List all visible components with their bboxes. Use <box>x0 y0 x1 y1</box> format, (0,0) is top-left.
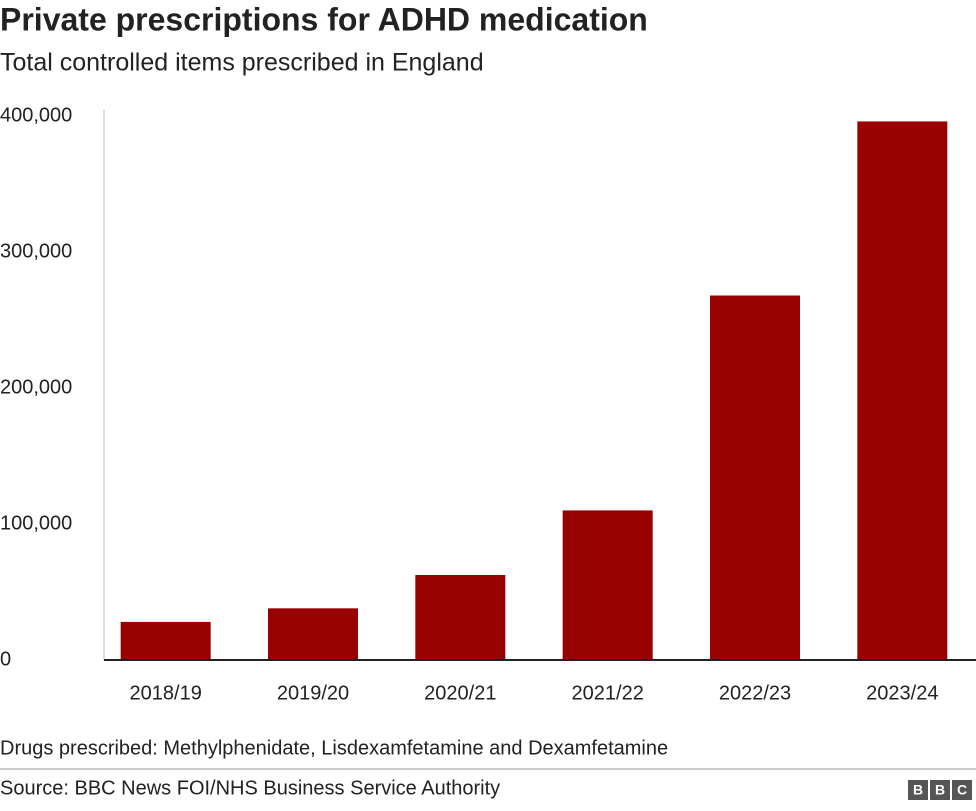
source: Source: BBC News FOI/NHS Business Servic… <box>0 777 500 799</box>
x-tick-label: 2022/23 <box>719 682 791 704</box>
logo-box <box>908 780 928 800</box>
bar <box>857 121 948 660</box>
bar <box>710 295 800 660</box>
x-tick-label: 2019/20 <box>277 682 349 704</box>
bar <box>415 575 506 660</box>
logo-letter: C <box>957 782 967 798</box>
y-tick-label: 100,000 <box>0 512 72 534</box>
y-tick-label: 400,000 <box>0 104 72 126</box>
y-tick-label: 0 <box>0 648 11 670</box>
bar <box>562 510 653 660</box>
logo-letter: B <box>935 782 945 798</box>
bar <box>268 608 358 660</box>
y-tick-label: 200,000 <box>0 376 72 398</box>
chart-title: Private prescriptions for ADHD medicatio… <box>0 1 648 37</box>
y-tick-label: 300,000 <box>0 240 72 262</box>
note: Drugs prescribed: Methylphenidate, Lisde… <box>0 737 668 759</box>
x-tick-label: 2021/22 <box>572 682 644 704</box>
bar <box>120 621 211 660</box>
chart-subtitle: Total controlled items prescribed in Eng… <box>0 49 484 77</box>
x-tick-label: 2020/21 <box>424 682 496 704</box>
x-tick-label: 2023/24 <box>866 682 938 704</box>
logo-box <box>930 780 950 800</box>
logo-box <box>952 780 972 800</box>
logo-letter: B <box>913 782 923 798</box>
x-tick-label: 2018/19 <box>130 682 202 704</box>
